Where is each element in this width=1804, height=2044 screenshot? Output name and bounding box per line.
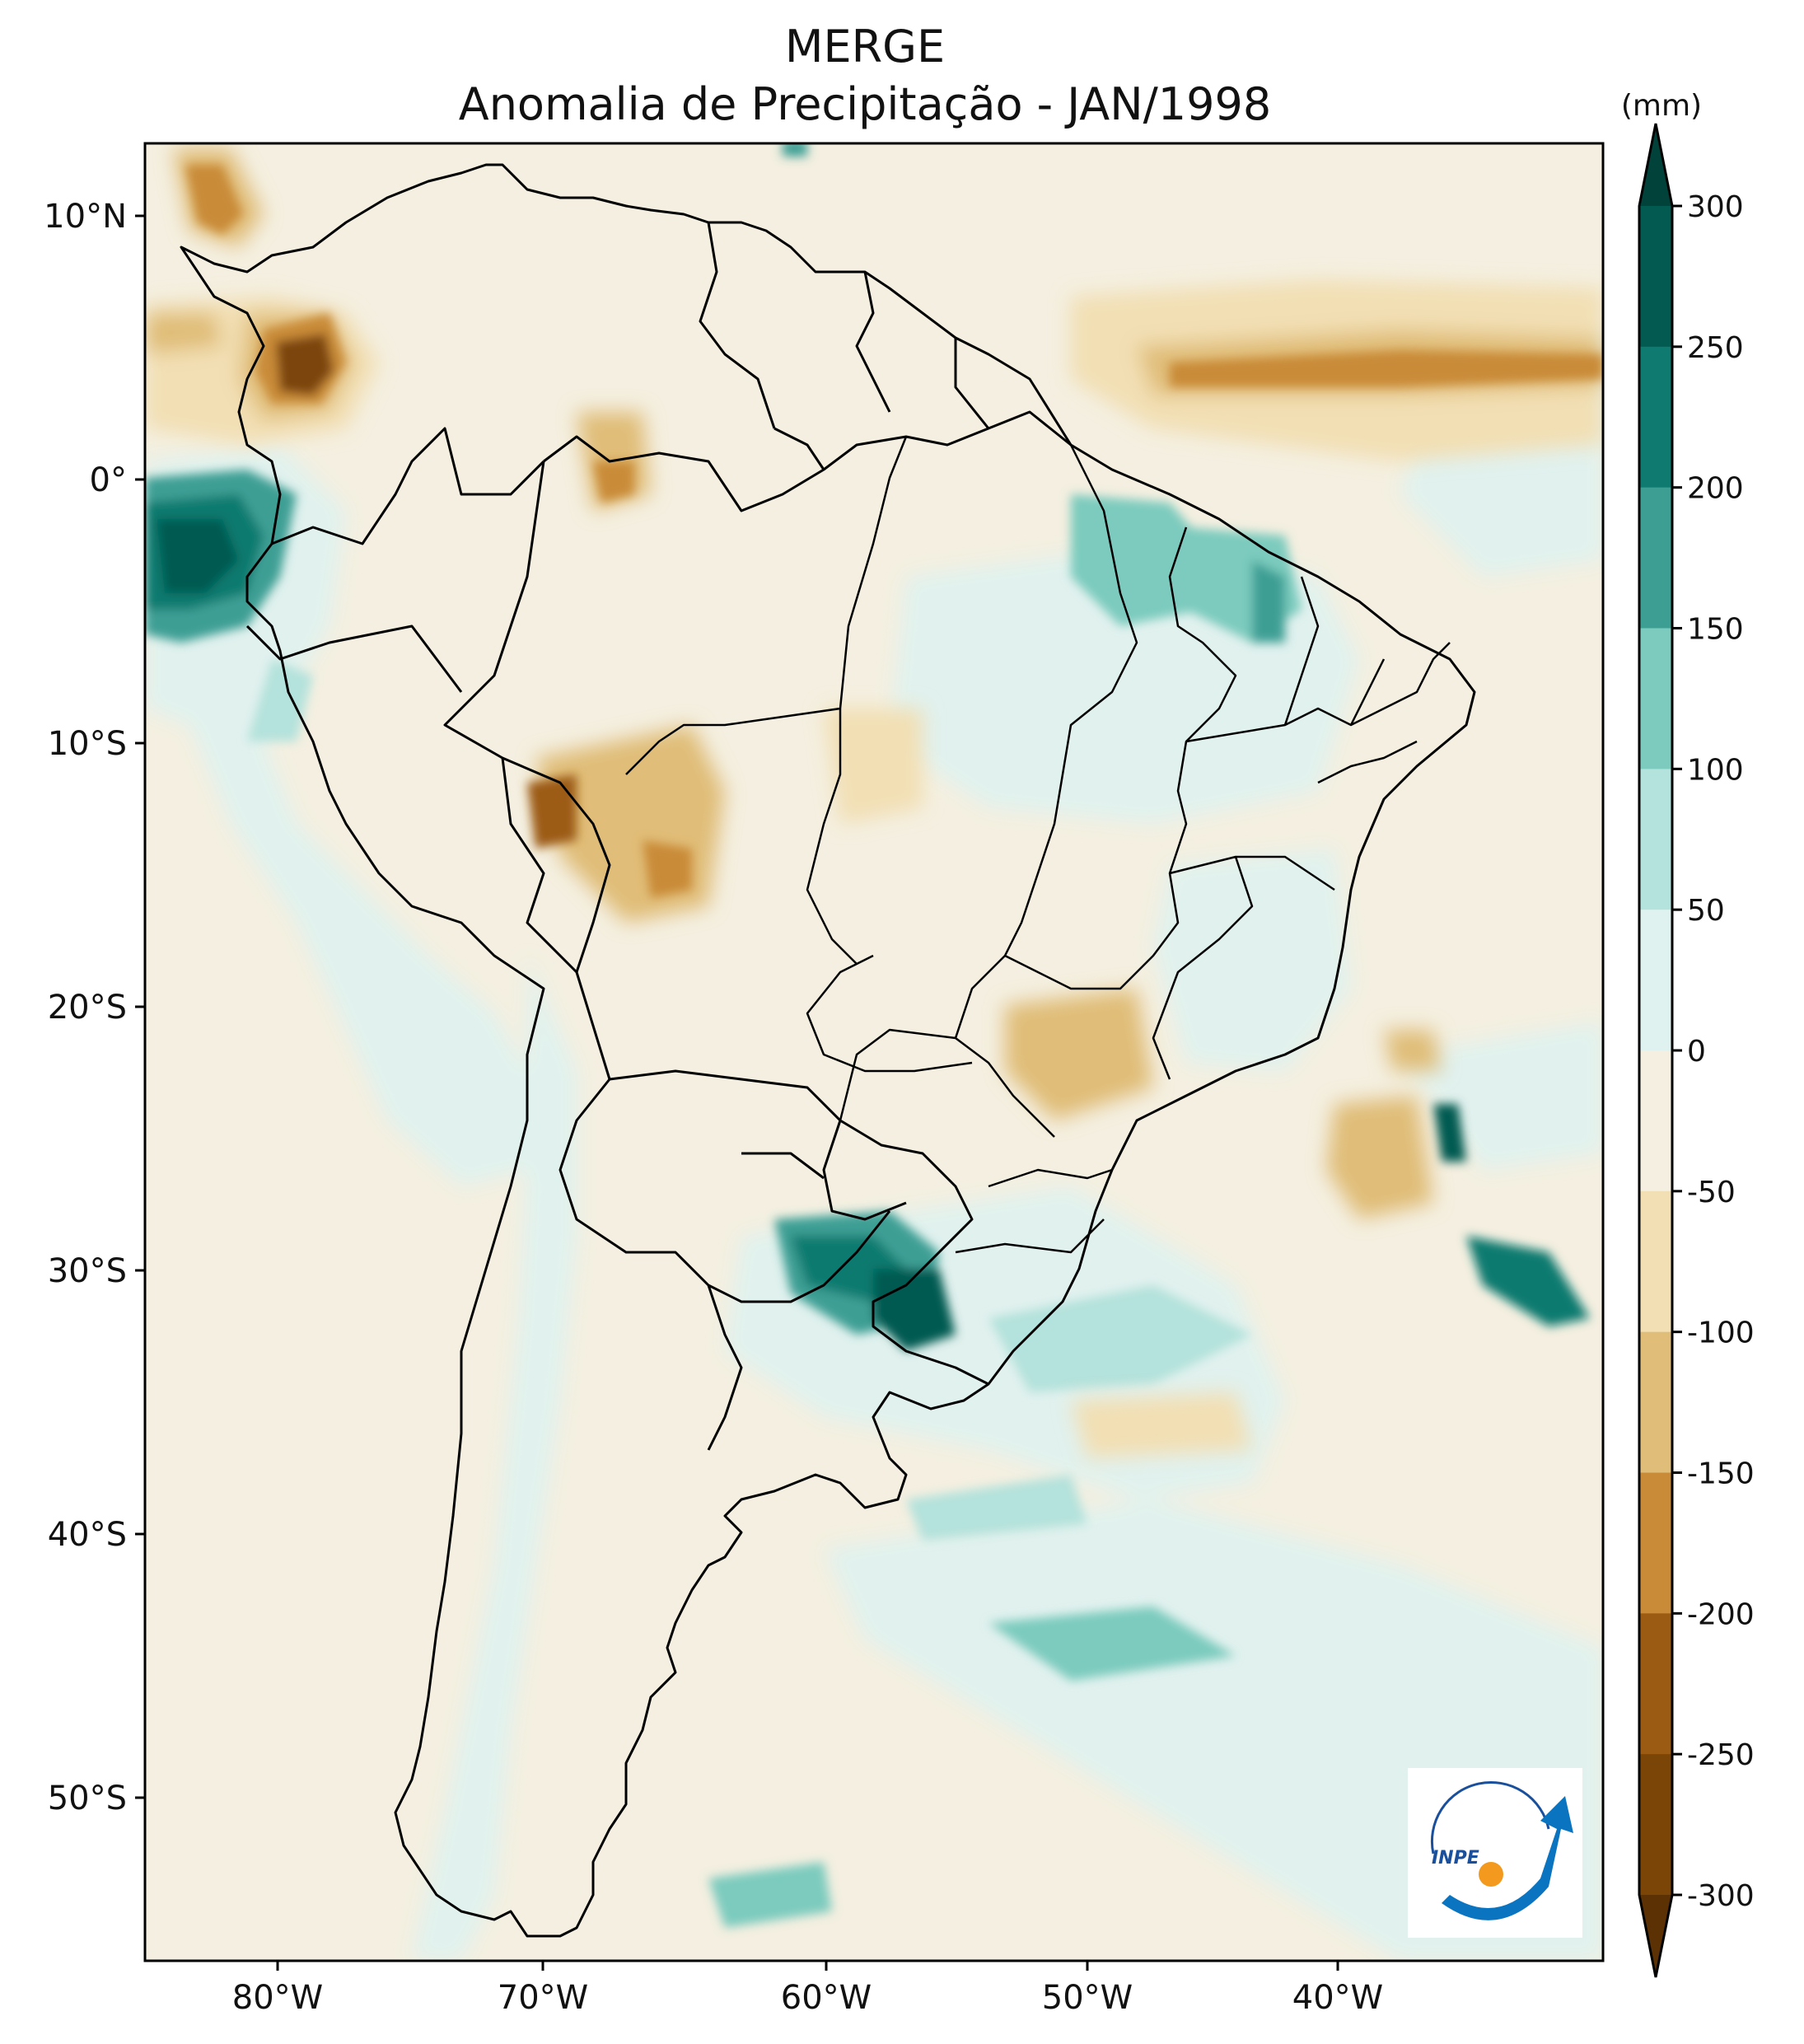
map-frame: [143, 142, 1605, 1962]
logo-arrow: [1442, 1796, 1573, 1920]
colorbar-level-label: 200: [1687, 472, 1744, 506]
colorbar-segment: [1639, 910, 1672, 1051]
anomaly-field-very-dry: [185, 165, 1603, 898]
lat-label: 0°: [90, 461, 127, 499]
colorbar-segment: [1639, 1895, 1672, 1977]
colorbar: (mm) 300 250 200 150 100 50 0 -50 -100 -150 -200 -2…: [1621, 89, 1755, 1978]
colorbar-segment: [1639, 769, 1672, 910]
colorbar-segment: [1639, 206, 1672, 348]
colorbar-segment: [1639, 346, 1672, 489]
anomaly-field-teal: [247, 494, 1302, 1928]
lat-label: 10°N: [44, 198, 127, 236]
colorbar-segment: [1639, 628, 1672, 769]
logo-orange-dot: [1479, 1862, 1503, 1887]
colorbar-level-label: -50: [1687, 1176, 1736, 1209]
boundaries: [180, 163, 1476, 1938]
colorbar-level-label: -100: [1687, 1317, 1755, 1350]
colorbar-segment: [1639, 487, 1672, 629]
lat-label: 40°S: [48, 1516, 127, 1554]
lon-label: 60°W: [781, 1979, 872, 2017]
colorbar-level-label: -250: [1687, 1738, 1755, 1772]
colorbar-segment: [1639, 124, 1672, 206]
logo-orbit-arc: [1430, 1780, 1550, 1855]
lat-label: 30°S: [48, 1252, 127, 1290]
colorbar-level-label: -300: [1687, 1879, 1755, 1913]
lat-label: 50°S: [48, 1780, 127, 1817]
lat-labels: 10°N 0° 10°S 20°S 30°S 40°S 50°S: [44, 198, 127, 1817]
colorbar-level-label: 50: [1687, 894, 1725, 928]
colorbar-level-label: -150: [1687, 1457, 1755, 1491]
colorbar-segment: [1639, 1754, 1672, 1896]
country-borders: [245, 222, 990, 1451]
colorbar-segment: [1639, 1050, 1672, 1192]
lon-label: 70°W: [498, 1979, 588, 2017]
colorbar-unit: (mm): [1621, 89, 1702, 123]
lon-labels: 80°W 70°W 60°W 50°W 40°W: [232, 1979, 1383, 2017]
colorbar-segment: [1639, 1613, 1672, 1755]
colorbar-level-label: 300: [1687, 190, 1744, 224]
logo-text: INPE: [1432, 1848, 1479, 1869]
lon-label: 40°W: [1292, 1979, 1383, 2017]
colorbar-level-label: -200: [1687, 1597, 1755, 1631]
inpe-logo: INPE: [1408, 1768, 1582, 1938]
lon-label: 50°W: [1042, 1979, 1133, 2017]
brazil-border: [443, 410, 1072, 1386]
colorbar-level-label: 250: [1687, 331, 1744, 365]
colorbar-segment: [1639, 1472, 1672, 1614]
map-title: MERGE: [784, 21, 946, 72]
continent-outline: [180, 163, 1476, 1938]
map-panel: INPE: [145, 143, 1603, 1961]
lat-label: 10°S: [48, 725, 127, 763]
colorbar-level-label: 0: [1687, 1035, 1706, 1069]
colorbar-level-label: 100: [1687, 753, 1744, 787]
colorbar-segment: [1639, 1331, 1672, 1473]
colorbar-segment: [1639, 1190, 1672, 1333]
colorbar-level-label: 150: [1687, 613, 1744, 647]
state-borders: [625, 436, 1451, 1254]
axis-ticks: [135, 214, 1339, 1971]
lon-label: 80°W: [232, 1979, 323, 2017]
lat-label: 20°S: [48, 989, 127, 1027]
map-subtitle: Anomalia de Precipitação - JAN/1998: [458, 78, 1272, 130]
anomaly-field-strong-positive: [145, 143, 1590, 1351]
